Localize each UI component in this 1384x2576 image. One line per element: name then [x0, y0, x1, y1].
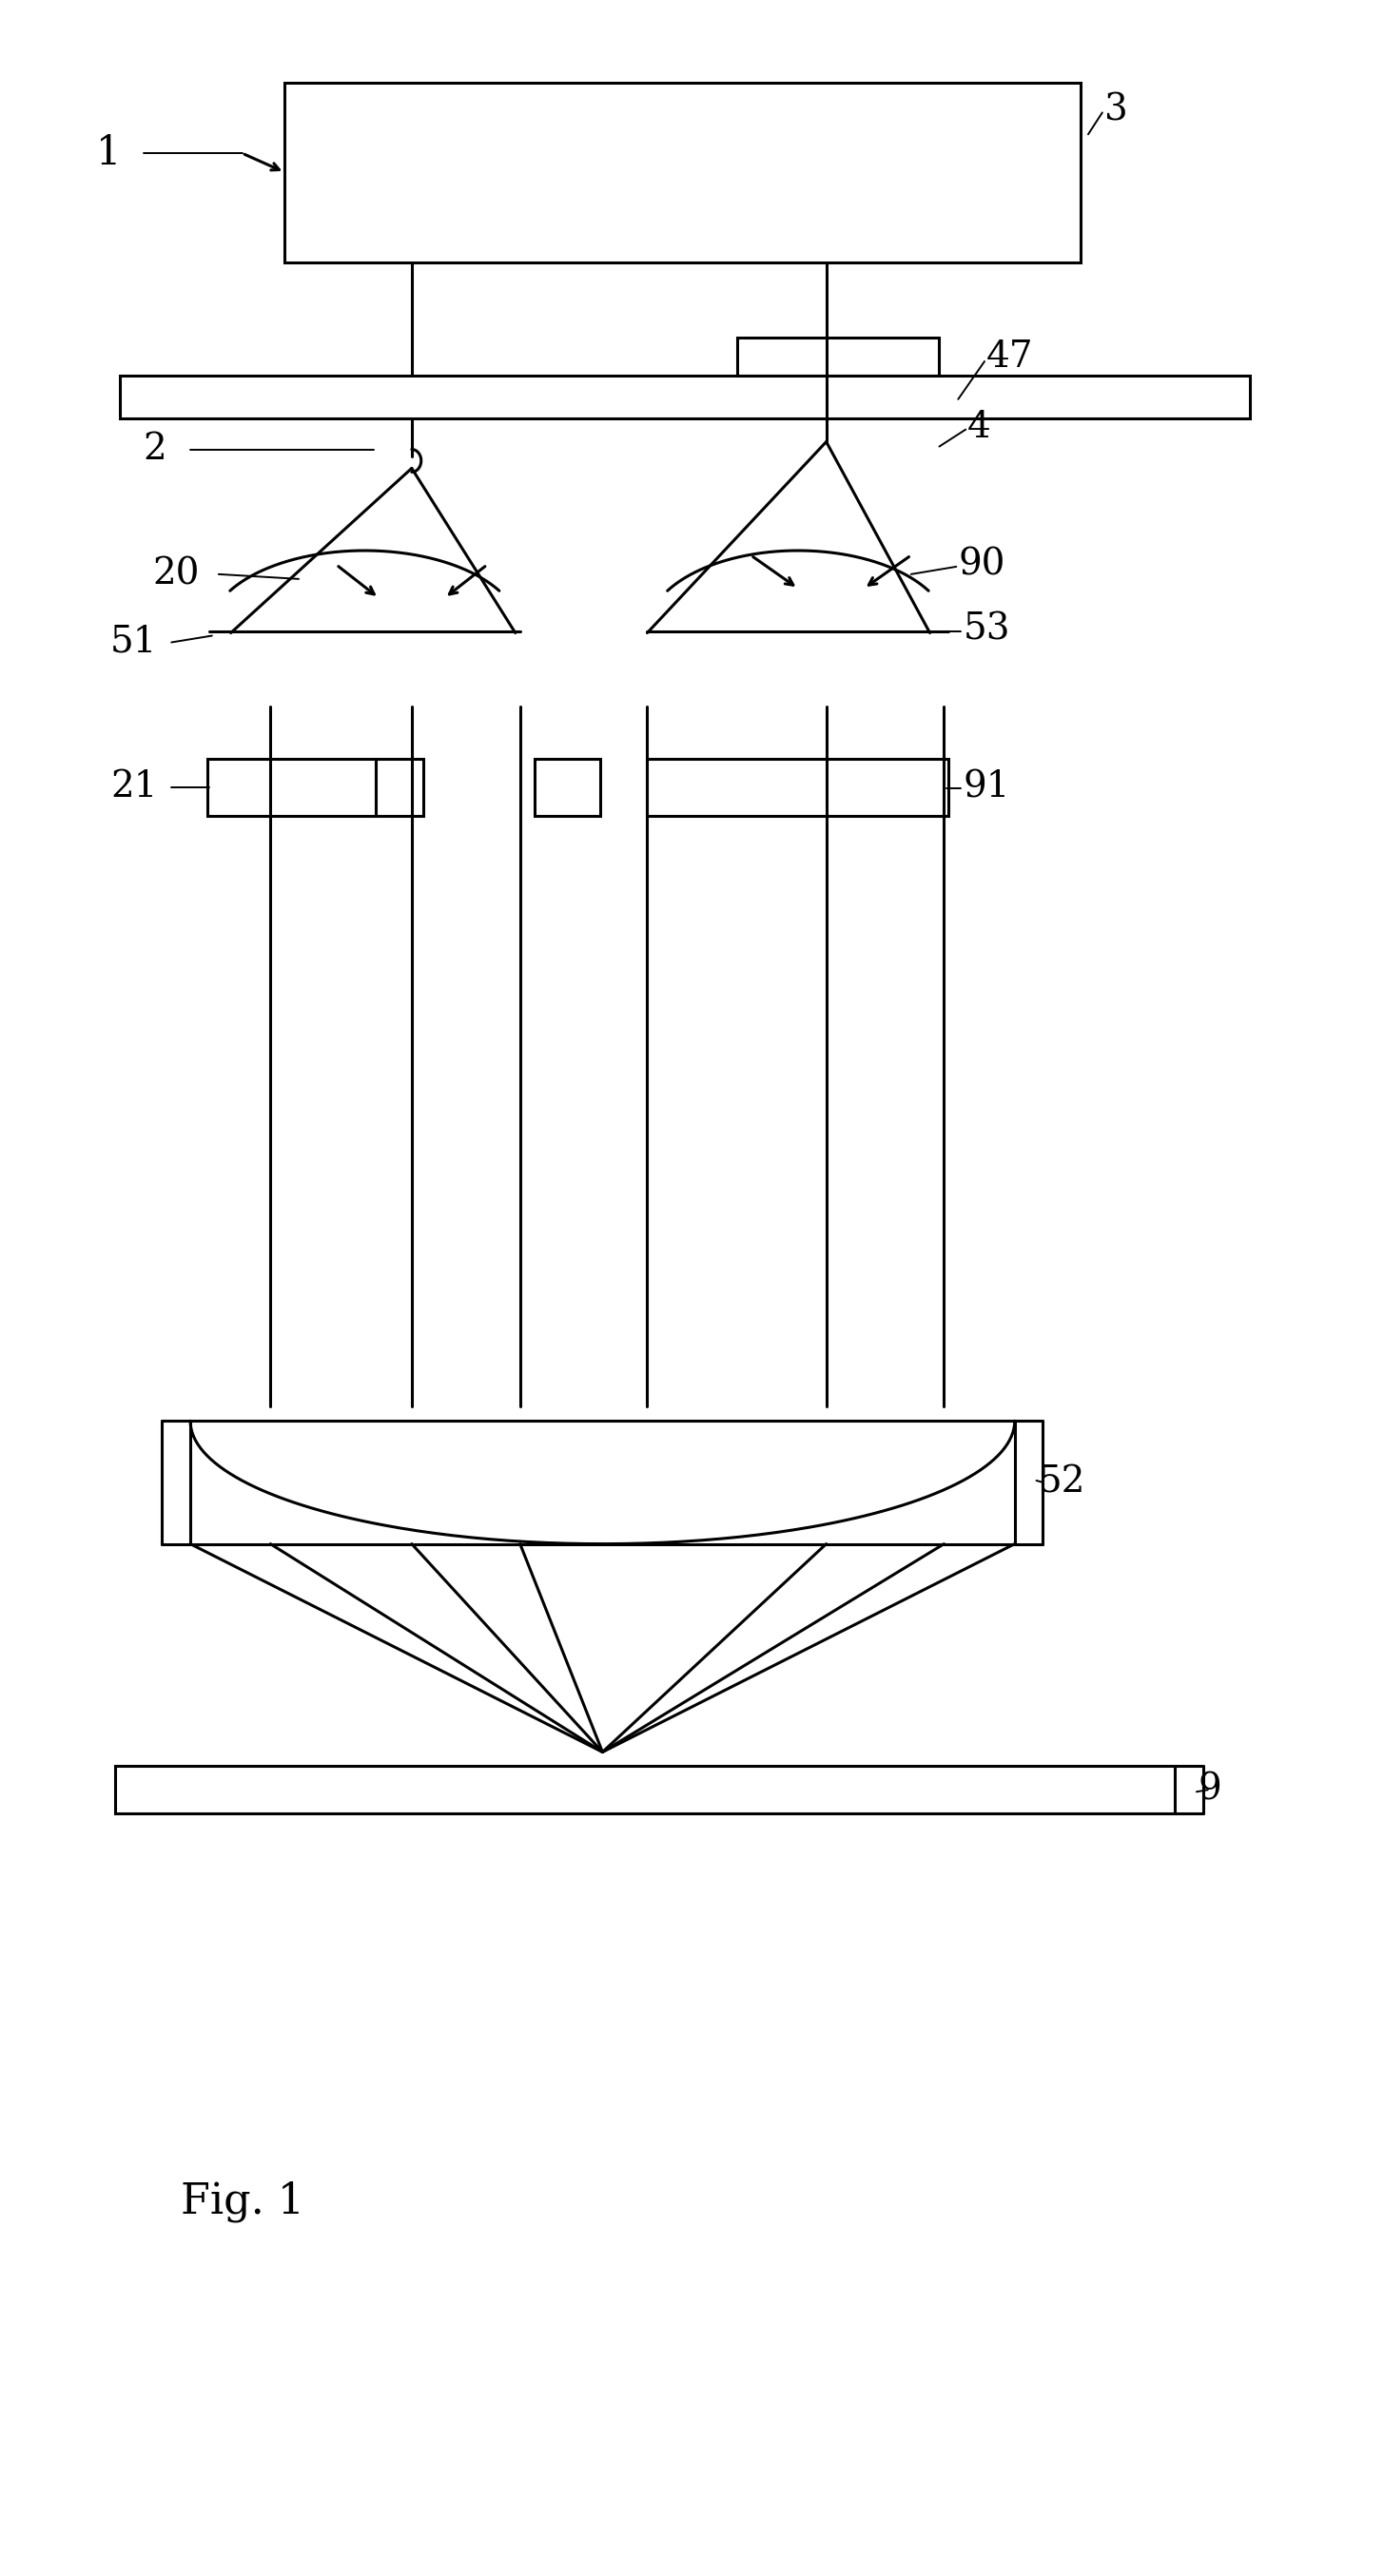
- Bar: [648, 760, 948, 817]
- Text: 3: 3: [1104, 93, 1128, 129]
- Text: 90: 90: [958, 546, 1005, 582]
- Text: 51: 51: [111, 626, 158, 659]
- Bar: [208, 760, 376, 817]
- Bar: [534, 760, 601, 817]
- Text: 1: 1: [95, 134, 122, 173]
- Bar: [285, 82, 1081, 263]
- Bar: [736, 337, 940, 376]
- Bar: [376, 760, 424, 817]
- Text: 2: 2: [143, 433, 166, 466]
- Text: 9: 9: [1199, 1772, 1222, 1808]
- Bar: [119, 376, 1250, 417]
- Text: 4: 4: [967, 410, 991, 446]
- Text: 47: 47: [987, 340, 1034, 374]
- Bar: [115, 1767, 1175, 1814]
- Text: 91: 91: [963, 770, 1010, 804]
- Text: 53: 53: [963, 611, 1010, 647]
- Text: Fig. 1: Fig. 1: [181, 2182, 304, 2223]
- Text: 52: 52: [1038, 1466, 1085, 1499]
- Text: 21: 21: [111, 770, 158, 804]
- Text: 20: 20: [152, 556, 199, 592]
